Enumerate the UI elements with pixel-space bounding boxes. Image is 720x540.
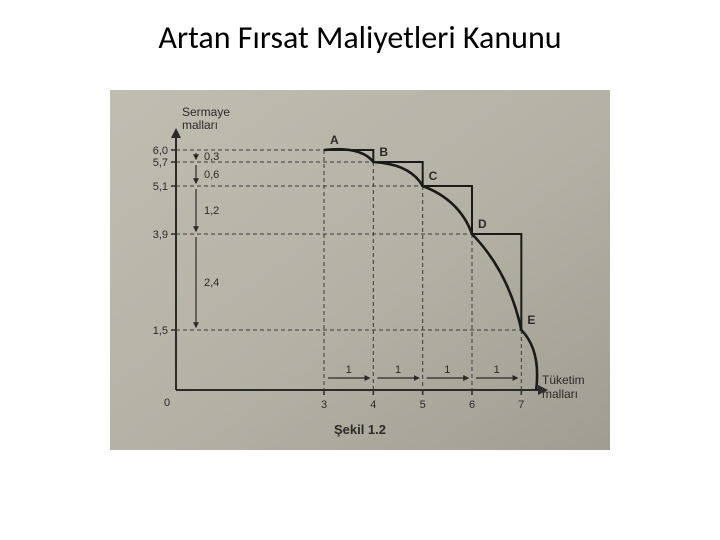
svg-text:C: C [429,169,438,183]
svg-text:E: E [527,313,535,327]
svg-text:1: 1 [395,364,401,376]
slide: Artan Fırsat Maliyetleri Kanunu Sermayem… [0,0,720,540]
svg-text:1: 1 [444,364,450,376]
svg-text:5: 5 [420,399,426,411]
svg-text:7: 7 [518,399,524,411]
svg-text:1,5: 1,5 [153,325,168,337]
svg-text:1,2: 1,2 [204,205,219,217]
svg-text:0,3: 0,3 [204,151,219,163]
svg-text:3: 3 [321,399,327,411]
svg-text:Şekil 1.2: Şekil 1.2 [334,422,386,437]
svg-text:5,1: 5,1 [153,181,168,193]
svg-text:3,9: 3,9 [153,229,168,241]
chart-svg: SermayemallarıTüketimmalları0345676,05,7… [110,90,610,450]
svg-text:malları: malları [182,118,218,132]
svg-text:6: 6 [469,399,475,411]
svg-text:0: 0 [164,397,170,409]
svg-text:A: A [330,133,339,147]
svg-text:D: D [478,217,487,231]
svg-text:6,0: 6,0 [153,145,168,157]
svg-text:malları: malları [542,387,578,401]
page-title: Artan Fırsat Maliyetleri Kanunu [0,18,720,57]
svg-text:1: 1 [346,364,352,376]
svg-text:4: 4 [370,399,376,411]
svg-text:Tüketim: Tüketim [542,373,585,387]
svg-text:0,6: 0,6 [204,169,219,181]
svg-text:2,4: 2,4 [204,277,219,289]
svg-text:B: B [379,145,388,159]
svg-text:5,7: 5,7 [153,157,168,169]
svg-text:1: 1 [494,364,500,376]
ppf-chart: SermayemallarıTüketimmalları0345676,05,7… [110,90,610,450]
svg-text:Sermaye: Sermaye [182,105,230,119]
